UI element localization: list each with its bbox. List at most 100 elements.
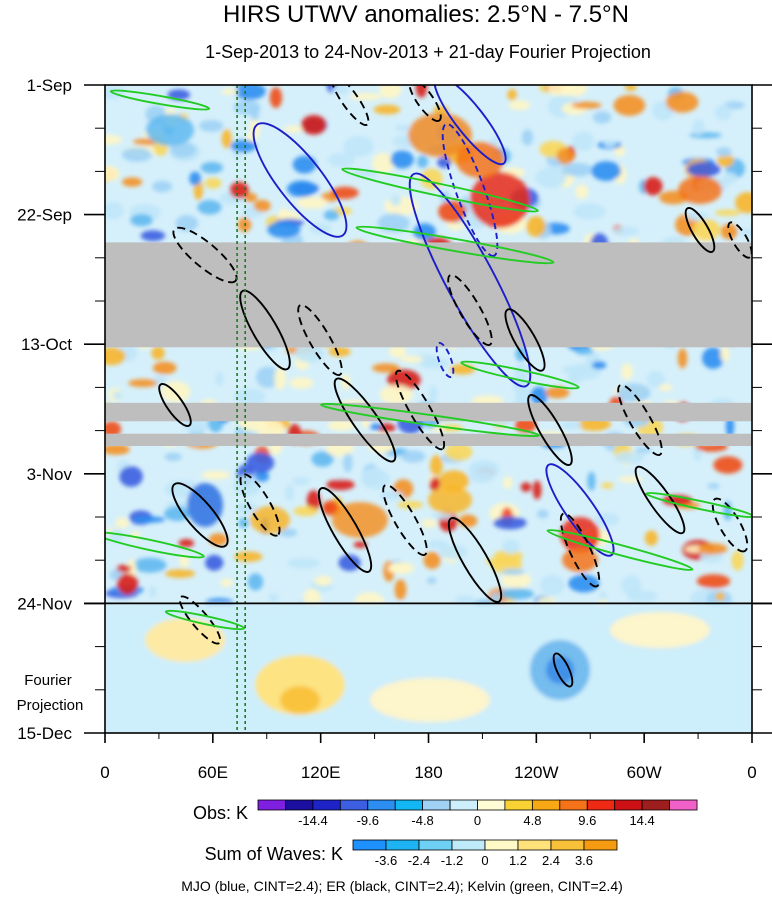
- projection-blob: [610, 612, 710, 648]
- anomaly-blob: [128, 379, 158, 388]
- colorbar-tick-label: -14.4: [298, 813, 328, 828]
- anomaly-blob: [530, 386, 548, 405]
- wave-contour: [178, 595, 222, 645]
- anomaly-blob: [400, 356, 424, 363]
- colorbar-tick-label: -2.4: [408, 853, 430, 868]
- anomaly-blob: [350, 93, 382, 101]
- anomaly-blob: [444, 443, 473, 461]
- anomaly-blob: [253, 199, 271, 212]
- anomaly-blob: [456, 142, 504, 178]
- anomaly-blob: [278, 528, 298, 537]
- anomaly-blob: [698, 543, 728, 555]
- colorbar-swatch: [451, 839, 486, 851]
- colorbar-swatch: [669, 799, 698, 811]
- anomaly-blob: [573, 203, 606, 220]
- anomaly-blob: [234, 551, 263, 562]
- anomaly-blob: [621, 363, 633, 380]
- anomaly-blob: [287, 558, 321, 569]
- anomaly-blob: [572, 131, 595, 151]
- anomaly-blob: [246, 452, 275, 474]
- wave-contour: [172, 226, 238, 284]
- anomaly-blob: [151, 346, 165, 360]
- anomaly-blob: [372, 363, 400, 373]
- anomaly-blob: [105, 347, 126, 366]
- wave-contour: [109, 89, 211, 111]
- anomaly-blob: [238, 517, 249, 529]
- anomaly-blob: [714, 209, 741, 216]
- anomaly-blob: [507, 89, 517, 101]
- wave-contour: [394, 369, 446, 451]
- anomaly-blob: [250, 506, 290, 534]
- anomaly-blob: [390, 150, 414, 169]
- anomaly-blob: [285, 484, 294, 501]
- anomaly-blob: [234, 85, 266, 100]
- anomaly-blob: [109, 528, 123, 544]
- projection-label-line1: Fourier: [24, 672, 72, 689]
- anomaly-blob: [220, 578, 233, 587]
- wave-contour: [355, 225, 555, 265]
- anomaly-blob: [148, 585, 157, 598]
- anomaly-blob: [427, 540, 448, 549]
- wave-contour: [460, 360, 580, 390]
- anomaly-blob: [420, 168, 443, 189]
- anomaly-blob: [291, 477, 311, 485]
- wave-contour: [408, 172, 532, 388]
- y-tick-label: 3-Nov: [27, 465, 73, 484]
- missing-data-bands: [105, 242, 752, 446]
- anomaly-blob: [493, 516, 527, 530]
- anomaly-blob: [388, 564, 405, 571]
- projection-blob: [370, 678, 490, 722]
- anomaly-blob: [187, 483, 223, 527]
- anomaly-blob: [526, 215, 546, 237]
- colorbar-tick-label: -4.8: [411, 813, 433, 828]
- colorbar-swatch: [641, 799, 670, 811]
- wave-contour: [546, 529, 694, 571]
- wave-contour: [239, 473, 281, 537]
- anomaly-blob: [647, 371, 665, 388]
- anomaly-blob: [332, 85, 350, 95]
- wave-contour: [645, 491, 752, 519]
- anomaly-blob: [720, 223, 738, 240]
- anomaly-blob: [458, 514, 478, 528]
- anomaly-blob: [390, 194, 402, 206]
- anomaly-blob: [268, 593, 279, 603]
- anomaly-blob: [283, 125, 305, 133]
- wave-contour: [297, 304, 343, 376]
- colorbar-tick-label: 9.6: [578, 813, 596, 828]
- anomaly-blob: [163, 506, 191, 522]
- footnote: MJO (blue, CINT=2.4); ER (black, CINT=2.…: [181, 878, 623, 894]
- anomaly-blob: [624, 85, 637, 91]
- wave-contour: [171, 482, 229, 548]
- anomaly-blob: [372, 152, 395, 174]
- anomaly-blob: [707, 483, 720, 490]
- anomaly-blob: [221, 88, 239, 95]
- anomaly-blob: [301, 115, 327, 135]
- anomaly-blob: [311, 451, 334, 467]
- anomaly-blob: [419, 358, 450, 369]
- anomaly-blob: [739, 228, 752, 237]
- anomaly-blob: [132, 516, 166, 523]
- projection-blob: [255, 655, 345, 715]
- wave-contour: [105, 531, 205, 559]
- colorbar-swatch: [394, 799, 424, 811]
- anomaly-blob: [353, 541, 367, 548]
- anomaly-blob: [735, 192, 752, 214]
- wave-contour: [527, 394, 573, 466]
- anomaly-blob: [501, 568, 525, 576]
- colorbar-swatch: [284, 799, 314, 811]
- anomaly-blob: [686, 161, 721, 178]
- colorbar-swatch: [477, 799, 506, 811]
- anomaly-blob: [119, 466, 143, 487]
- anomaly-blob: [617, 383, 651, 403]
- anomaly-blob: [502, 539, 520, 554]
- anomaly-blob: [601, 482, 614, 489]
- anomaly-blob: [380, 490, 404, 501]
- anomaly-blob: [327, 419, 355, 431]
- x-tick-label: 180: [414, 763, 442, 782]
- anomaly-blob: [179, 554, 190, 568]
- anomaly-blob: [294, 343, 325, 363]
- anomaly-blob: [717, 154, 734, 168]
- anomaly-blob: [389, 345, 407, 358]
- anomaly-blob: [140, 230, 166, 242]
